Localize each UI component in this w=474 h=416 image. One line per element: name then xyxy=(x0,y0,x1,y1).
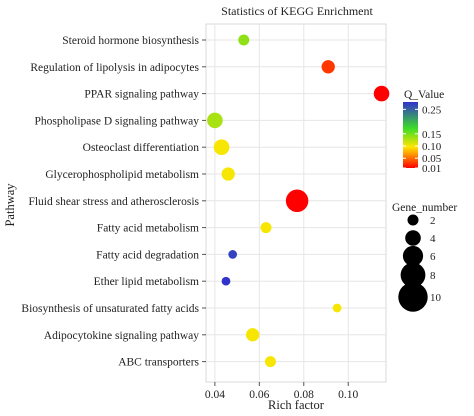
pathway-label: Glycerophospholipid metabolism xyxy=(45,169,199,181)
data-point xyxy=(260,222,272,234)
size-legend-circle xyxy=(400,262,426,288)
pathway-labels: Steroid hormone biosynthesis Regulation o… xyxy=(21,35,206,369)
data-point xyxy=(285,189,309,213)
size-legend-title: Gene_number xyxy=(392,202,457,214)
data-point xyxy=(207,112,223,129)
pathway-label: Osteoclast differentiation xyxy=(83,142,200,154)
pathway-label: Fluid shear stress and atherosclerosis xyxy=(28,196,199,208)
data-point xyxy=(246,328,260,342)
pathway-label: ABC transporters xyxy=(118,357,199,369)
data-point xyxy=(221,167,235,181)
pathway-label: Fatty acid metabolism xyxy=(97,223,199,235)
data-point xyxy=(238,34,250,46)
size-legend-circle xyxy=(398,282,428,312)
data-point xyxy=(228,250,238,259)
x-tick-label: 0.04 xyxy=(205,389,225,401)
data-points xyxy=(207,34,390,368)
size-legend-label: 2 xyxy=(430,215,436,227)
size-legend-circle xyxy=(405,230,421,246)
size-legend-circle xyxy=(402,245,424,267)
size-legend-label: 4 xyxy=(430,233,436,245)
x-tick-label: 0.06 xyxy=(249,389,269,401)
pathway-label: Ether lipid metabolism xyxy=(94,276,199,288)
chart-title: Statistics of KEGG Enrichment xyxy=(221,4,373,18)
pathway-label: PPAR signaling pathway xyxy=(84,89,199,101)
y-axis-title: Pathway xyxy=(3,183,17,227)
data-point xyxy=(213,139,230,155)
color-legend-bar xyxy=(403,102,418,168)
data-point xyxy=(321,60,335,74)
color-legend-label: 0.01 xyxy=(422,163,441,175)
color-legend-label: 0.25 xyxy=(422,104,442,116)
x-tick-label: 0.10 xyxy=(338,389,358,401)
size-legend-label: 6 xyxy=(430,251,436,263)
pathway-label: Biosynthesis of unsaturated fatty acids xyxy=(21,303,199,315)
x-tick-label: 0.08 xyxy=(294,389,314,401)
color-legend-title: Q_Value xyxy=(404,89,444,101)
size-legend-label: 8 xyxy=(430,270,436,282)
x-axis-ticks: 0.04 0.06 0.08 0.10 xyxy=(205,382,359,401)
size-legend: 2 4 6 8 10 xyxy=(398,214,442,312)
pathway-label: Steroid hormone biosynthesis xyxy=(62,35,199,47)
data-point xyxy=(221,276,231,286)
data-point xyxy=(264,356,276,368)
size-legend-circle xyxy=(407,214,419,226)
color-legend-label: 0.15 xyxy=(422,129,442,141)
color-legend-label: 0.05 xyxy=(422,153,442,165)
color-legend-ticks: 0.25 0.150.100.050.01 xyxy=(403,104,442,175)
pathway-label: Adipocytokine signaling pathway xyxy=(44,330,199,342)
x-axis-title: Rich factor xyxy=(268,398,325,412)
pathway-label: Phospholipase D signaling pathway xyxy=(35,115,200,127)
pathway-label: Fatty acid degradation xyxy=(96,249,199,261)
size-legend-label: 10 xyxy=(430,292,442,304)
data-point xyxy=(332,303,342,313)
data-point xyxy=(373,85,390,102)
pathway-label: Regulation of lipolysis in adipocytes xyxy=(30,62,199,74)
color-legend-label: 0.10 xyxy=(422,141,442,153)
